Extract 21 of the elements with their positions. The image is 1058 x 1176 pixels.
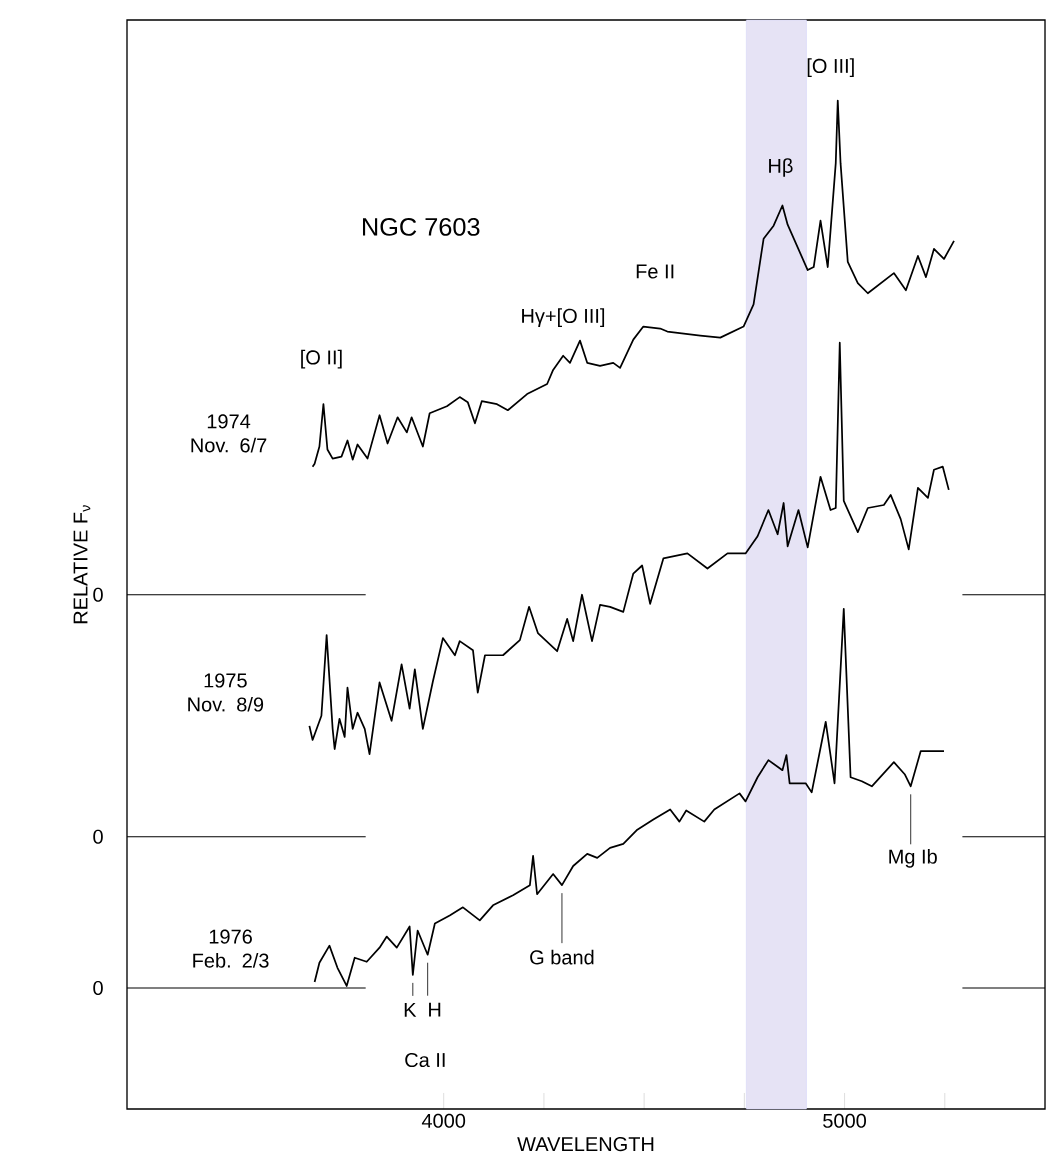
- annotation: 0: [93, 980, 103, 996]
- annotation: Hγ+[O III]: [522, 308, 605, 327]
- annotation: H: [429, 1002, 441, 1017]
- annotation: Mg Ib: [889, 849, 937, 868]
- text: 1975 Nov. 8/9: [188, 673, 264, 712]
- annotation: [O III]: [807, 58, 854, 77]
- annotation: [O II]: [301, 349, 342, 369]
- annotation: 0: [93, 829, 103, 844]
- text: NGC 7603: [362, 217, 480, 236]
- x-tick-label: 4000: [421, 1113, 466, 1128]
- text: 1974 Nov. 6/7: [191, 414, 267, 453]
- annotation: K: [404, 1003, 417, 1017]
- annotation: Ca II: [405, 1052, 445, 1068]
- text: 1976 Feb. 2/3: [193, 929, 269, 968]
- x-tick-label: 5000: [823, 1113, 867, 1128]
- annotation: Hβ: [769, 158, 793, 177]
- y-axis-title: RELATIVE F$_{ν}$: [73, 505, 91, 624]
- annotation: 0: [93, 587, 103, 602]
- x-axis-title: WAVELENGTH: [517, 1137, 654, 1152]
- annotation: Fe II: [636, 264, 674, 279]
- annotation: G band: [530, 949, 594, 965]
